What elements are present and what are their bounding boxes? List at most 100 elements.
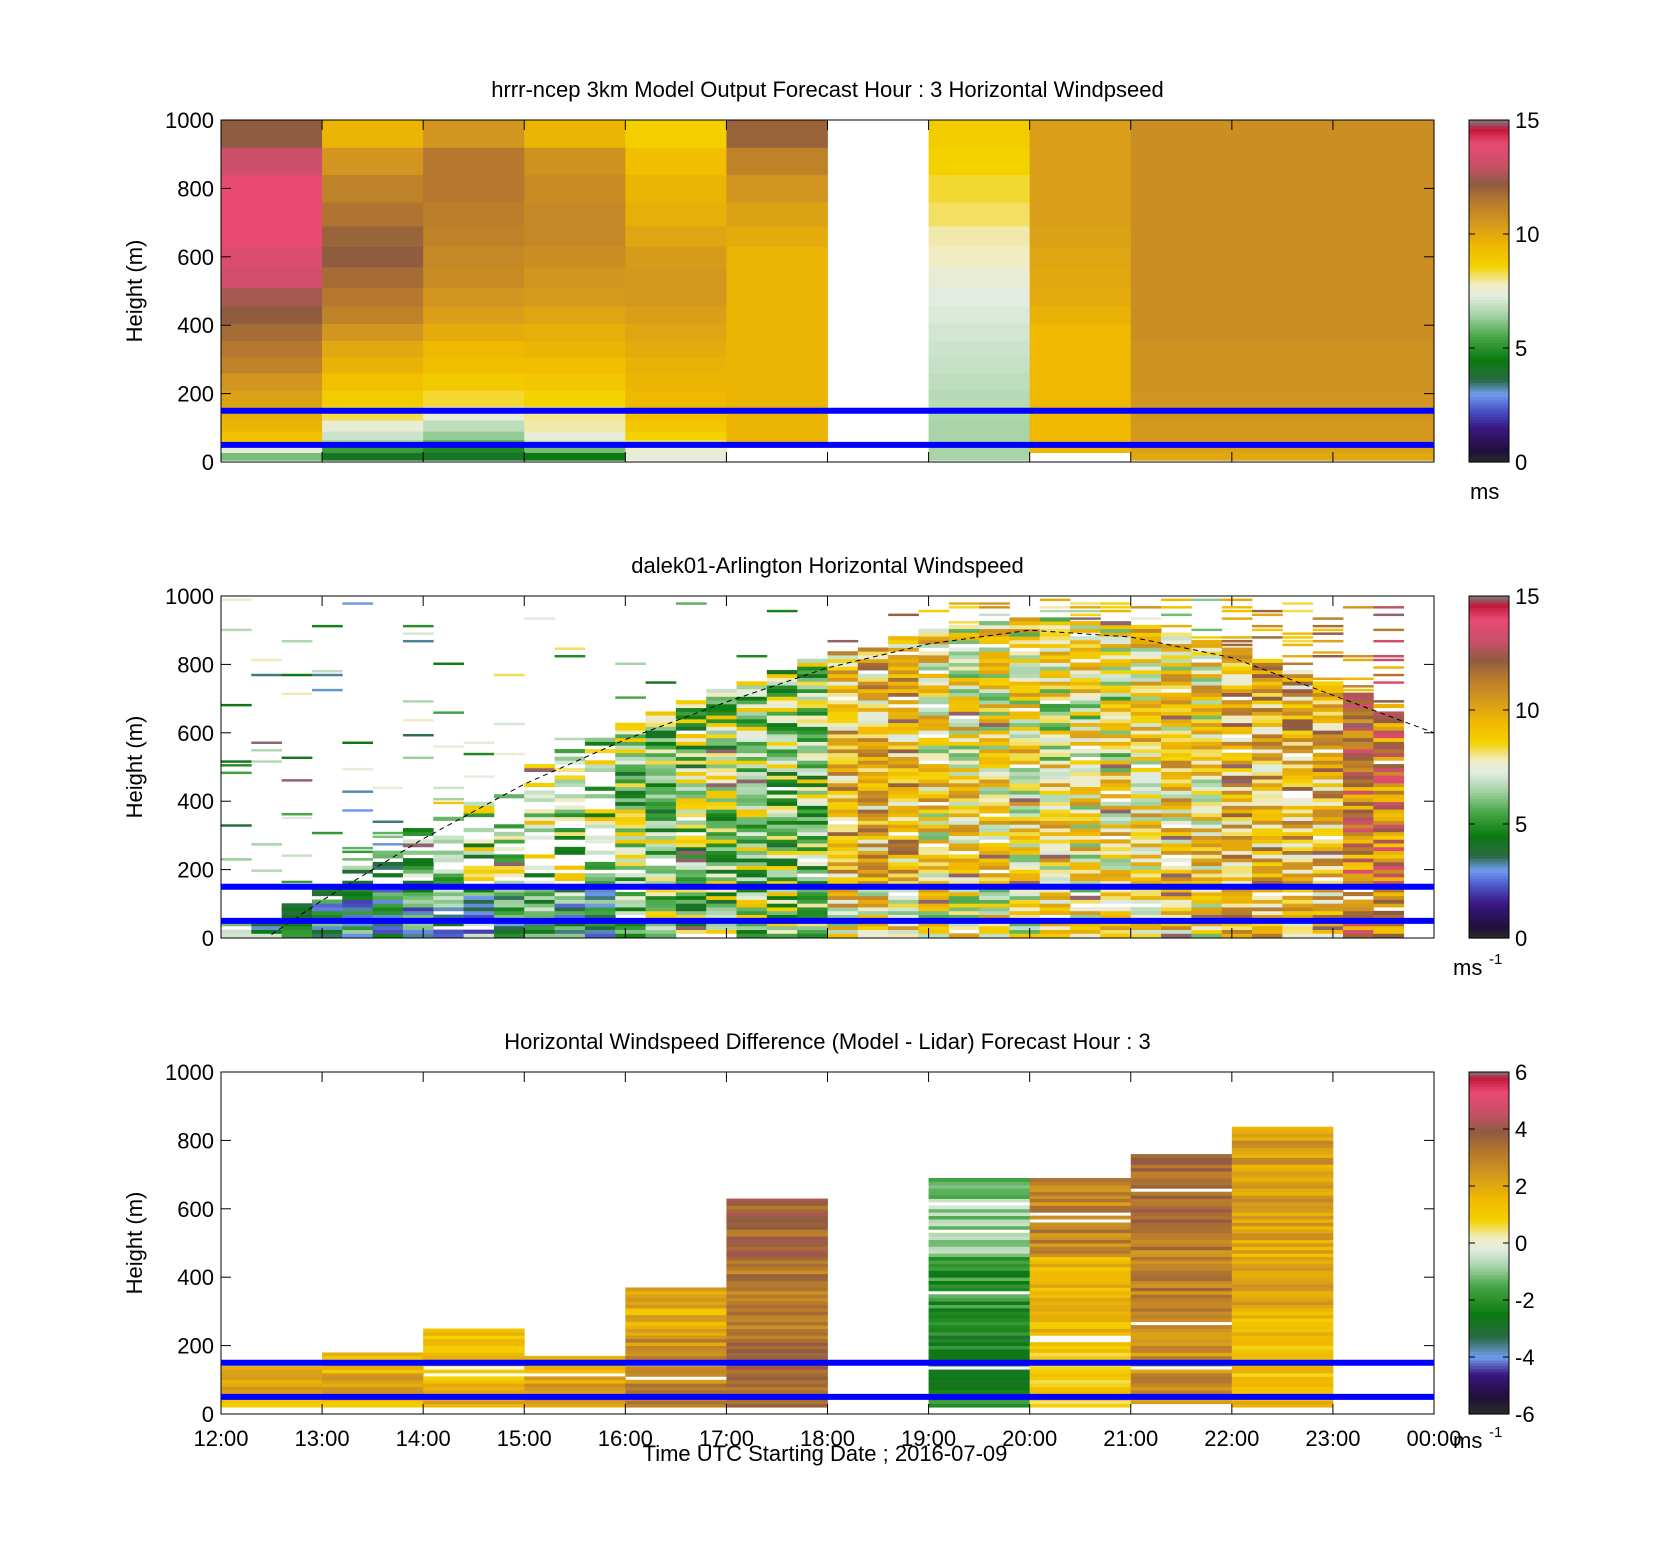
heatmap-cell bbox=[1161, 903, 1192, 908]
heatmap-cell bbox=[1130, 1311, 1233, 1316]
heatmap-cell bbox=[948, 760, 980, 765]
heatmap-cell bbox=[1029, 1321, 1132, 1326]
heatmap-cell bbox=[797, 925, 828, 931]
colorbar-swatch bbox=[1469, 1317, 1509, 1321]
heatmap-cell bbox=[1332, 226, 1435, 247]
heatmap-cell bbox=[857, 726, 889, 731]
heatmap-cell bbox=[1039, 933, 1071, 938]
heatmap-cell bbox=[615, 764, 646, 769]
heatmap-cell bbox=[888, 812, 919, 818]
heatmap-cell bbox=[281, 933, 313, 938]
heatmap-cell bbox=[493, 824, 525, 829]
heatmap-cell bbox=[1343, 914, 1374, 919]
heatmap-cell bbox=[1231, 1366, 1334, 1370]
heatmap-cell bbox=[1252, 869, 1283, 874]
heatmap-cell bbox=[1312, 752, 1344, 757]
heatmap-cell bbox=[1343, 797, 1374, 803]
heatmap-cell bbox=[726, 1403, 828, 1408]
heatmap-cell bbox=[736, 846, 768, 852]
heatmap-cell bbox=[221, 202, 323, 227]
heatmap-cell bbox=[706, 914, 737, 919]
heatmap-cell bbox=[524, 323, 626, 341]
heatmap-cell bbox=[1191, 760, 1223, 765]
heatmap-cell bbox=[1191, 636, 1223, 639]
heatmap-cell bbox=[493, 861, 525, 867]
heatmap-cell bbox=[322, 147, 424, 176]
heatmap-cell bbox=[857, 925, 889, 931]
heatmap-cell bbox=[1100, 602, 1132, 605]
colorbar-tick-label: -2 bbox=[1515, 1288, 1535, 1313]
heatmap-cell bbox=[1100, 666, 1132, 671]
heatmap-cell bbox=[928, 452, 1031, 461]
heatmap-cell bbox=[1343, 730, 1374, 735]
heatmap-cell bbox=[433, 929, 464, 934]
heatmap-cell bbox=[493, 933, 525, 938]
heatmap-cell bbox=[918, 639, 950, 645]
heatmap-cell bbox=[342, 895, 374, 900]
heatmap-cell bbox=[1191, 685, 1223, 690]
colorbar-tick-label: 5 bbox=[1515, 812, 1527, 837]
heatmap-cell bbox=[1373, 888, 1405, 893]
heatmap-cell bbox=[645, 839, 677, 844]
heatmap-cell bbox=[423, 1386, 525, 1391]
heatmap-cell bbox=[1373, 892, 1405, 897]
heatmap-cell bbox=[524, 617, 555, 620]
heatmap-cell bbox=[928, 1294, 1031, 1299]
heatmap-cell bbox=[1343, 880, 1374, 885]
colorbar-swatch bbox=[1469, 1240, 1509, 1244]
heatmap-cell bbox=[979, 745, 1010, 750]
heatmap-cell bbox=[1130, 1167, 1233, 1172]
colorbar-swatch bbox=[1469, 134, 1509, 138]
heatmap-cell bbox=[948, 696, 980, 701]
heatmap-cell bbox=[1373, 805, 1405, 810]
heatmap-cell bbox=[221, 306, 323, 324]
heatmap-cell bbox=[675, 824, 707, 829]
heatmap-cell bbox=[979, 843, 1010, 848]
colorbar-swatch bbox=[1469, 1248, 1509, 1253]
heatmap-cell bbox=[827, 880, 859, 885]
heatmap-cell bbox=[463, 843, 495, 848]
heatmap-cell bbox=[928, 1249, 1031, 1254]
heatmap-cell bbox=[1231, 1290, 1334, 1295]
heatmap-cell bbox=[524, 390, 626, 407]
heatmap-cell bbox=[1312, 858, 1344, 863]
colorbar-swatch bbox=[1469, 359, 1509, 363]
heatmap-cell bbox=[1221, 771, 1253, 776]
heatmap-cell bbox=[675, 718, 707, 724]
heatmap-cell bbox=[736, 654, 768, 658]
heatmap-cell bbox=[857, 718, 889, 724]
heatmap-cell bbox=[423, 1342, 525, 1346]
heatmap-cell bbox=[1130, 1260, 1233, 1264]
heatmap-cell bbox=[706, 797, 737, 803]
heatmap-cell bbox=[726, 1304, 828, 1309]
colorbar-swatch bbox=[1469, 1337, 1509, 1341]
heatmap-cell bbox=[433, 869, 464, 874]
heatmap-cell bbox=[888, 797, 919, 803]
heatmap-cell bbox=[433, 854, 464, 859]
heatmap-cell bbox=[706, 733, 737, 739]
heatmap-cell bbox=[1070, 794, 1101, 799]
colorbar-swatch bbox=[1469, 1282, 1509, 1287]
heatmap-cell bbox=[736, 922, 768, 927]
colorbar-swatch bbox=[1469, 291, 1509, 295]
heatmap-cell bbox=[726, 1260, 828, 1264]
heatmap-cell bbox=[1100, 621, 1132, 626]
colorbar-swatch bbox=[1469, 1148, 1509, 1153]
heatmap-cell bbox=[726, 1311, 828, 1316]
heatmap-cell bbox=[1070, 910, 1101, 915]
heatmap-cell bbox=[615, 858, 646, 863]
heatmap-cell bbox=[584, 824, 616, 829]
heatmap-cell bbox=[1312, 861, 1344, 867]
heatmap-cell bbox=[1130, 786, 1162, 791]
heatmap-cell bbox=[827, 797, 859, 803]
heatmap-cell bbox=[928, 1243, 1031, 1247]
colorbar-swatch bbox=[1469, 322, 1509, 326]
heatmap-cell bbox=[433, 922, 464, 927]
heatmap-cell bbox=[615, 662, 646, 665]
heatmap-cell bbox=[372, 899, 404, 904]
heatmap-cell bbox=[1373, 895, 1405, 900]
heatmap-cell bbox=[766, 824, 798, 829]
heatmap-cell bbox=[675, 700, 707, 705]
heatmap-cell bbox=[1282, 722, 1314, 727]
heatmap-cell bbox=[584, 903, 616, 908]
